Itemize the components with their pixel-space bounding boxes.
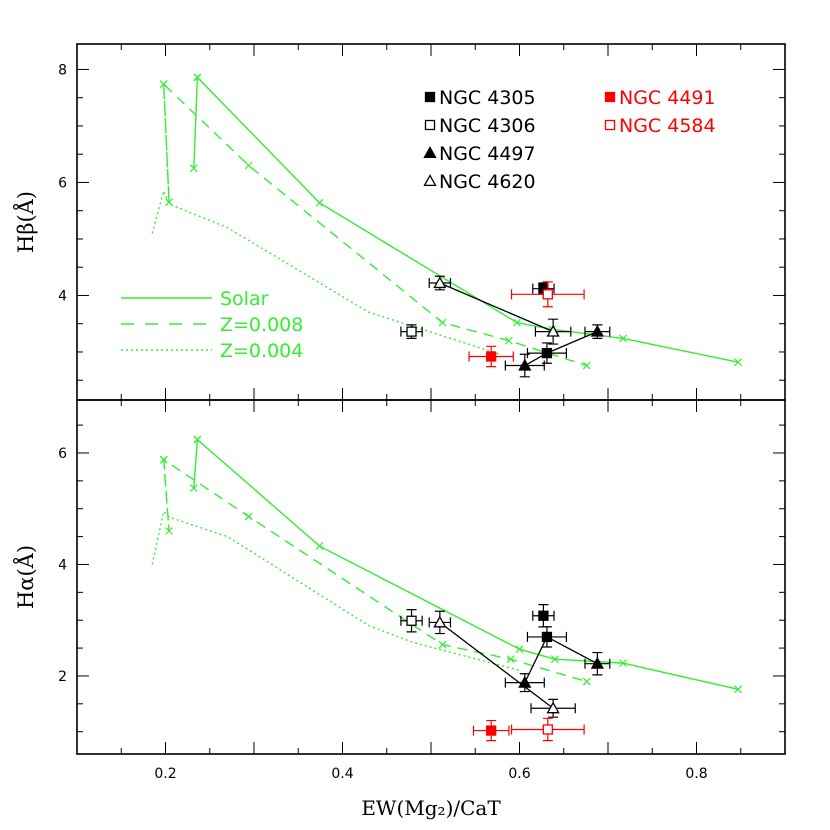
legend-label: NGC 4620 [439, 171, 536, 193]
model-point-marker [582, 677, 591, 686]
galaxy-ngc-4584 [510, 717, 585, 742]
model-point-marker [550, 655, 559, 664]
model-point-marker [438, 640, 447, 649]
filled-square-marker [486, 351, 497, 362]
model-point-marker [159, 455, 168, 464]
model-line-dotted [151, 188, 503, 356]
filled-square-marker [538, 610, 549, 621]
panel-bottom: 2 4 6 0.2 0.4 0.6 0.8 Hα(Å) EW(Mg₂)/CaT [13, 399, 786, 820]
legend-label: NGC 4497 [439, 143, 536, 165]
galaxy-legend: NGC 4305 NGC 4306 NGC 4497 NGC 4620 NGC 4491… [423, 87, 716, 193]
open-square-marker [406, 615, 417, 626]
open-triangle-marker [423, 174, 437, 187]
filled-triangle-marker [590, 656, 604, 669]
model-point-marker [582, 361, 591, 370]
model-line-dashed [162, 458, 587, 683]
y-tick-label: 6 [58, 175, 67, 191]
filled-square-marker [541, 631, 553, 643]
y-tick-label: 4 [58, 288, 67, 304]
galaxy-ngc-4306 [400, 324, 423, 340]
model-point-marker [734, 685, 743, 694]
legend-label: NGC 4491 [619, 87, 716, 109]
model-point-marker [515, 645, 524, 654]
legend-label: Z=0.008 [220, 314, 303, 336]
galaxy-ngc-4620 [428, 610, 576, 718]
galaxy-connector-line [439, 621, 554, 709]
model-point-marker [315, 198, 324, 207]
galaxy-ngc-4497 [504, 324, 611, 378]
open-square-marker [542, 289, 553, 300]
open-triangle-marker [433, 276, 447, 289]
y-axis-label: Hα(Å) [13, 545, 38, 609]
model-point-marker [734, 358, 743, 367]
legend-label: NGC 4306 [439, 115, 536, 137]
filled-square-marker [541, 347, 553, 359]
x-tick-label: 0.8 [685, 766, 707, 782]
galaxy-ngc-4306 [400, 609, 423, 633]
open-square-marker [604, 119, 616, 131]
model-point-marker [193, 435, 202, 444]
galaxy-ngc-4491 [472, 719, 510, 742]
galaxy-ngc-4584 [510, 281, 585, 308]
open-triangle-marker [546, 701, 560, 714]
open-triangle-marker [433, 615, 447, 628]
model-point-marker [244, 512, 253, 521]
x-tick-label: 0.2 [154, 766, 176, 782]
filled-square-marker [486, 725, 497, 736]
filled-square-marker [604, 91, 616, 103]
model-point-marker [315, 542, 324, 550]
model-point-marker [159, 80, 168, 89]
model-line-solid [193, 75, 739, 363]
model-point-marker [512, 318, 521, 327]
model-point-marker [189, 164, 198, 173]
x-tick-label: 0.6 [508, 766, 530, 782]
galaxy-ngc-4305 [526, 603, 568, 648]
galaxy-ngc-4305 [526, 282, 568, 364]
model-point-marker [619, 334, 627, 343]
galaxy-ngc-4497 [504, 651, 611, 693]
open-square-marker [406, 326, 417, 337]
open-triangle-marker [546, 324, 560, 337]
plot-frame [76, 399, 786, 755]
legend-label: NGC 4584 [619, 115, 716, 137]
galaxy-connector-line [439, 282, 554, 333]
x-tick-label: 0.4 [331, 766, 353, 782]
model-point-marker [619, 659, 627, 668]
y-tick-label: 6 [58, 446, 67, 462]
model-point-marker [165, 527, 173, 535]
filled-triangle-marker [590, 324, 604, 337]
model-point-marker [244, 161, 253, 170]
filled-triangle-marker [423, 146, 437, 159]
filled-square-marker [424, 91, 436, 103]
open-square-marker [542, 724, 553, 735]
model-legend: Solar Z=0.008 Z=0.004 [121, 288, 303, 362]
galaxy-ngc-4620 [428, 275, 572, 345]
open-square-marker [424, 119, 436, 131]
y-tick-label: 2 [58, 669, 67, 685]
model-point-marker [504, 336, 513, 345]
model-line-dotted [151, 510, 520, 672]
model-point-marker [193, 73, 202, 82]
galaxy-ngc-4491 [468, 345, 514, 368]
filled-triangle-marker [518, 358, 532, 371]
model-point-marker [506, 655, 515, 664]
model-line-solid [193, 438, 739, 691]
filled-triangle-marker [518, 675, 532, 688]
panel-top: 4 6 8 Hβ(Å) NGC 4305 NGC 4306 NGC 4497 NGC 4620… [13, 43, 786, 401]
y-tick-label: 8 [58, 62, 67, 78]
model-point-marker [438, 318, 447, 327]
legend-label: Z=0.004 [220, 340, 303, 362]
legend-label: Solar [220, 288, 269, 310]
x-axis-label: EW(Mg₂)/CaT [361, 796, 501, 820]
legend-label: NGC 4305 [439, 87, 536, 109]
y-axis-label: Hβ(Å) [13, 191, 38, 253]
y-tick-label: 4 [58, 557, 67, 573]
model-point-marker [189, 484, 198, 493]
